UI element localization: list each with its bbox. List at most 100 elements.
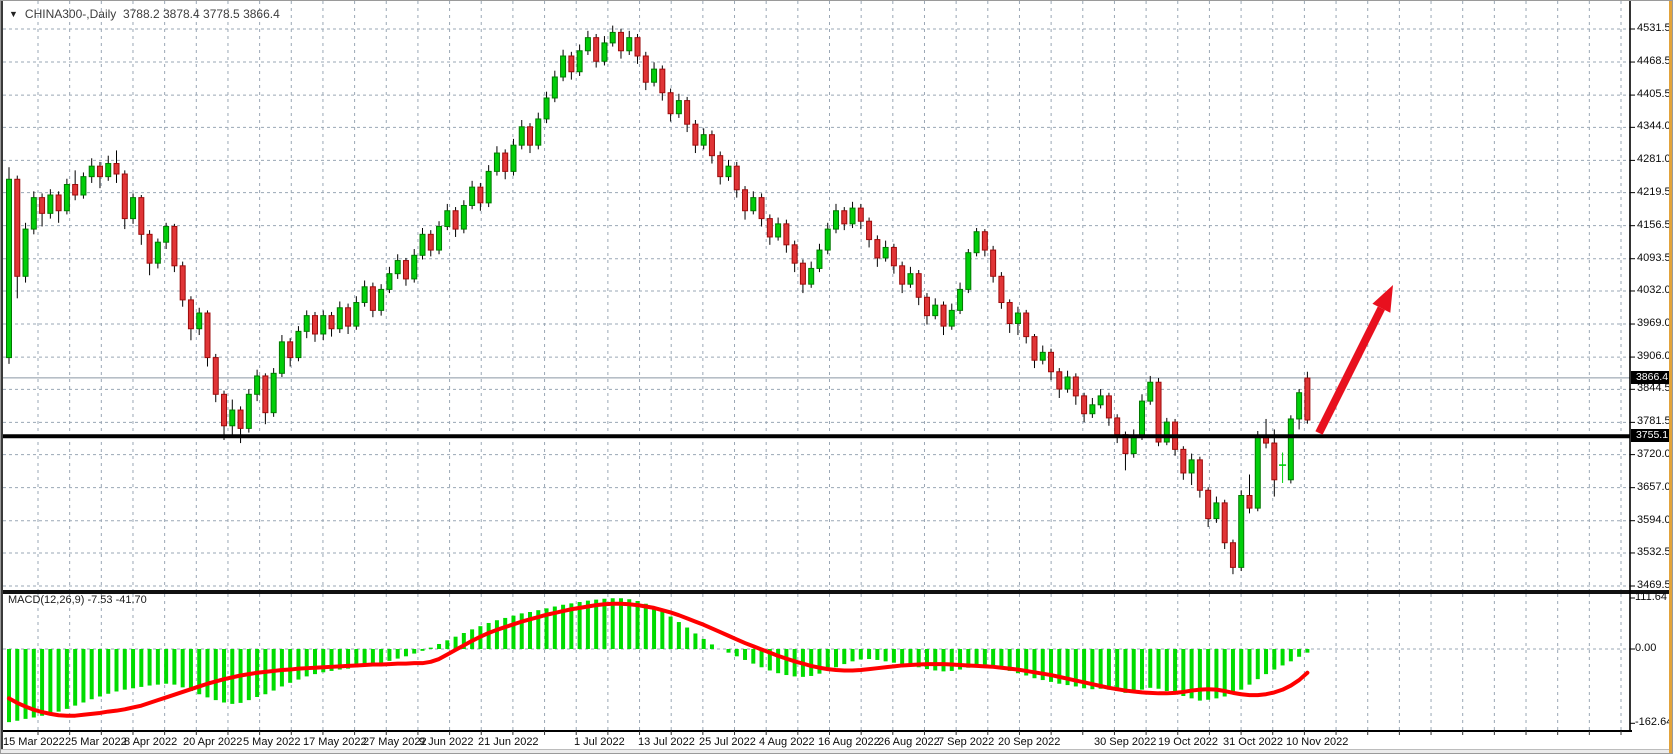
bear-candle-body [427, 233, 434, 251]
window-right-border [1669, 1, 1672, 753]
bull-candle-body [1254, 435, 1261, 509]
bear-candle-body [1048, 351, 1055, 373]
bear-candle-body [1031, 336, 1038, 361]
price-tick-label: 3844.5 [1637, 382, 1671, 395]
bull-candle-body [336, 307, 343, 330]
bear-candle-body [717, 155, 724, 178]
date-tick-label: 25 Jul 2022 [699, 736, 756, 748]
bear-candle-body [1056, 371, 1063, 390]
price-tick-label: 3657.0 [1637, 480, 1671, 493]
bull-candle-body [1287, 418, 1294, 481]
bull-candle-body [303, 315, 310, 332]
date-tick-label: 19 Oct 2022 [1158, 736, 1218, 748]
bear-candle-body [1155, 381, 1162, 443]
bull-candle-body [444, 210, 451, 227]
bull-candle-body [775, 223, 782, 238]
price-tick-label: 3594.0 [1637, 513, 1671, 526]
bull-candle-body [1039, 351, 1046, 361]
bull-candle-body [518, 126, 525, 146]
pane-borders [1, 1, 1672, 735]
bear-candle-body [667, 92, 674, 115]
bull-candle-body [130, 197, 137, 220]
bull-candle-body [510, 144, 517, 172]
bear-candle-body [1006, 302, 1013, 324]
bull-candle-body [436, 225, 443, 251]
bull-candle-body [270, 372, 277, 414]
bear-candle-body [593, 37, 600, 62]
bull-candle-body [295, 330, 302, 359]
price-tick-label: 4531.5 [1637, 22, 1671, 34]
bear-candle-body [1114, 417, 1121, 436]
bear-candle-body [799, 262, 806, 285]
bull-candle-body [1089, 404, 1096, 415]
date-tick-label: 17 May 2022 [303, 736, 367, 748]
bull-candle-body [320, 315, 327, 335]
bear-candle-body [527, 126, 534, 146]
bear-candle-body [1271, 442, 1278, 481]
price-tick-label: 3781.5 [1637, 415, 1671, 428]
date-tick-label: 1 Jul 2022 [574, 736, 625, 748]
bull-candle-body [932, 304, 939, 317]
bear-candle-body [262, 375, 269, 414]
date-tick-label: 8 Apr 2022 [124, 736, 178, 748]
bear-candle-body [138, 197, 145, 235]
bull-candle-body [6, 178, 12, 359]
bear-candle-body [990, 249, 997, 277]
bear-candle-body [1180, 448, 1187, 474]
ohlc-values-label: 3788.2 3878.4 3778.5 3866.4 [122, 7, 280, 21]
bear-candle-body [733, 165, 740, 191]
bull-candle-body [750, 197, 757, 212]
bull-candle-body [1130, 435, 1137, 455]
bear-candle-body [634, 37, 641, 57]
price-tick-label: 3469.5 [1637, 579, 1671, 591]
bear-candle-body [1072, 376, 1079, 397]
trend-arrow[interactable] [1315, 285, 1393, 435]
bear-candle-body [146, 233, 153, 264]
bear-candle-body [502, 152, 509, 172]
bear-candle-body [791, 244, 798, 264]
bull-candle-body [47, 194, 54, 214]
bear-candle-body [1105, 395, 1112, 419]
bull-candle-body [1097, 395, 1104, 406]
bull-candle-body [386, 273, 393, 290]
bear-candle-body [1023, 312, 1030, 338]
price-tick-label: 4405.5 [1637, 88, 1671, 101]
bear-candle-body [915, 273, 922, 298]
bull-candle-body [353, 302, 360, 327]
bear-candle-body [998, 275, 1005, 304]
bull-candle-body [560, 55, 567, 78]
bull-candle-body [361, 286, 368, 304]
bull-candle-body [245, 393, 252, 429]
bull-candle-body [725, 165, 732, 178]
bull-candle-body [584, 37, 591, 52]
bear-candle-body [692, 123, 699, 146]
bear-candle-body [981, 231, 988, 251]
price-tick-label: 3532.5 [1637, 545, 1671, 558]
bull-candle-body [849, 207, 856, 225]
bull-candle-body [88, 165, 95, 178]
price-tick-label: 4219.5 [1637, 185, 1671, 198]
symbol-dropdown-icon[interactable]: ▼ [9, 9, 18, 19]
symbol-timeframe-label: CHINA300-,Daily [24, 7, 117, 21]
bear-candle-body [311, 315, 318, 335]
bull-candle-body [163, 225, 170, 243]
bear-candle-body [14, 178, 21, 277]
bear-candle-body [369, 286, 376, 311]
bull-candle-body [1213, 502, 1220, 520]
arrow-head [1372, 285, 1393, 313]
bear-candle-body [1229, 542, 1236, 568]
price-tick-label: 4156.5 [1637, 218, 1671, 231]
bear-candle-body [766, 218, 773, 238]
date-tick-label: 30 Sep 2022 [1094, 736, 1157, 748]
bull-candle-body [493, 152, 500, 172]
bear-candle-body [659, 68, 666, 94]
bull-candle-body [626, 37, 633, 52]
price-tick-label: 3906.0 [1637, 350, 1671, 363]
macd-tick-label: 0.00 [1635, 642, 1657, 654]
candlestick-series[interactable] [6, 25, 1311, 575]
bear-candle-body [923, 296, 930, 317]
bear-candle-body [204, 312, 211, 359]
bear-candle-body [642, 55, 649, 83]
